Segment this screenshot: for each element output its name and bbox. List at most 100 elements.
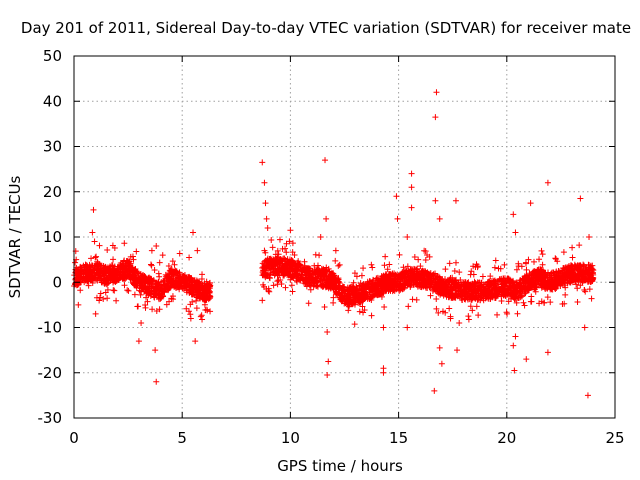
data-point xyxy=(282,245,289,252)
outlier-point xyxy=(452,197,459,204)
data-point xyxy=(100,295,107,302)
data-point xyxy=(396,251,403,258)
data-point xyxy=(369,278,376,285)
data-point xyxy=(111,271,118,278)
data-point xyxy=(182,281,189,288)
data-point xyxy=(72,259,79,266)
data-point xyxy=(501,261,508,268)
data-point xyxy=(542,270,549,277)
outlier-point xyxy=(447,315,454,322)
data-point xyxy=(531,286,538,293)
outlier-point xyxy=(544,349,551,356)
data-point xyxy=(377,283,384,290)
data-point xyxy=(287,276,294,283)
data-point xyxy=(437,277,444,284)
data-point xyxy=(500,287,507,294)
x-tick-label: 15 xyxy=(389,429,408,447)
data-point xyxy=(197,313,204,320)
data-point xyxy=(296,261,303,268)
outlier-point xyxy=(432,197,439,204)
data-point xyxy=(92,254,99,261)
data-point xyxy=(89,280,96,287)
data-point xyxy=(284,271,291,278)
data-point xyxy=(451,277,458,284)
outlier-point xyxy=(262,200,269,207)
data-point xyxy=(433,296,440,303)
data-point xyxy=(293,278,300,285)
data-point xyxy=(360,309,367,316)
data-point xyxy=(284,270,291,277)
data-point xyxy=(384,266,391,273)
data-point xyxy=(442,266,449,273)
data-point xyxy=(432,275,439,282)
data-point xyxy=(516,294,523,301)
data-point xyxy=(170,296,177,303)
data-point xyxy=(526,270,533,277)
data-point xyxy=(464,296,471,303)
data-point xyxy=(380,272,387,279)
data-point xyxy=(295,258,302,265)
outlier-point xyxy=(393,193,400,200)
data-point xyxy=(193,297,200,304)
data-point xyxy=(529,273,536,280)
data-point xyxy=(573,281,580,288)
data-point xyxy=(348,299,355,306)
data-point xyxy=(407,284,414,291)
data-points xyxy=(71,89,597,399)
data-point xyxy=(532,281,539,288)
data-point xyxy=(166,267,173,274)
data-point xyxy=(127,253,134,260)
data-point xyxy=(457,290,464,297)
data-point xyxy=(325,281,332,288)
data-point xyxy=(345,307,352,314)
y-tick-label: 50 xyxy=(43,47,62,65)
data-point xyxy=(400,282,407,289)
data-point xyxy=(93,294,100,301)
data-point xyxy=(570,272,577,279)
data-point xyxy=(427,292,434,299)
data-point xyxy=(134,303,141,310)
data-point xyxy=(149,306,156,313)
data-point xyxy=(382,253,389,260)
data-point xyxy=(357,280,364,287)
data-point xyxy=(276,236,283,243)
data-point xyxy=(259,260,266,267)
outlier-point xyxy=(380,324,387,331)
data-point xyxy=(498,298,505,305)
data-point xyxy=(535,266,542,273)
data-point xyxy=(198,312,205,319)
x-tick-label: 5 xyxy=(177,429,187,447)
data-point xyxy=(585,261,592,268)
data-point xyxy=(318,282,325,289)
data-point xyxy=(264,255,271,262)
data-point xyxy=(520,280,527,287)
y-tick-label: 40 xyxy=(43,92,62,110)
data-point xyxy=(112,275,119,282)
data-point xyxy=(451,267,458,274)
data-point xyxy=(472,295,479,302)
data-point xyxy=(500,275,507,282)
data-point xyxy=(191,291,198,298)
data-point xyxy=(176,281,183,288)
data-point xyxy=(417,263,424,270)
data-point xyxy=(453,276,460,283)
data-point xyxy=(467,284,474,291)
data-point xyxy=(287,271,294,278)
outlier-point xyxy=(577,195,584,202)
data-point xyxy=(446,305,453,312)
data-point xyxy=(266,274,273,281)
data-point xyxy=(424,281,431,288)
data-point xyxy=(509,287,516,294)
data-point xyxy=(312,251,319,258)
data-point xyxy=(445,289,452,296)
data-point xyxy=(124,287,131,294)
data-point xyxy=(351,270,358,277)
data-point xyxy=(303,283,310,290)
data-point xyxy=(368,261,375,268)
data-point xyxy=(275,270,282,277)
data-point xyxy=(345,286,352,293)
data-point xyxy=(461,284,468,291)
data-point xyxy=(361,282,368,289)
data-point xyxy=(359,303,366,310)
data-point xyxy=(198,276,205,283)
